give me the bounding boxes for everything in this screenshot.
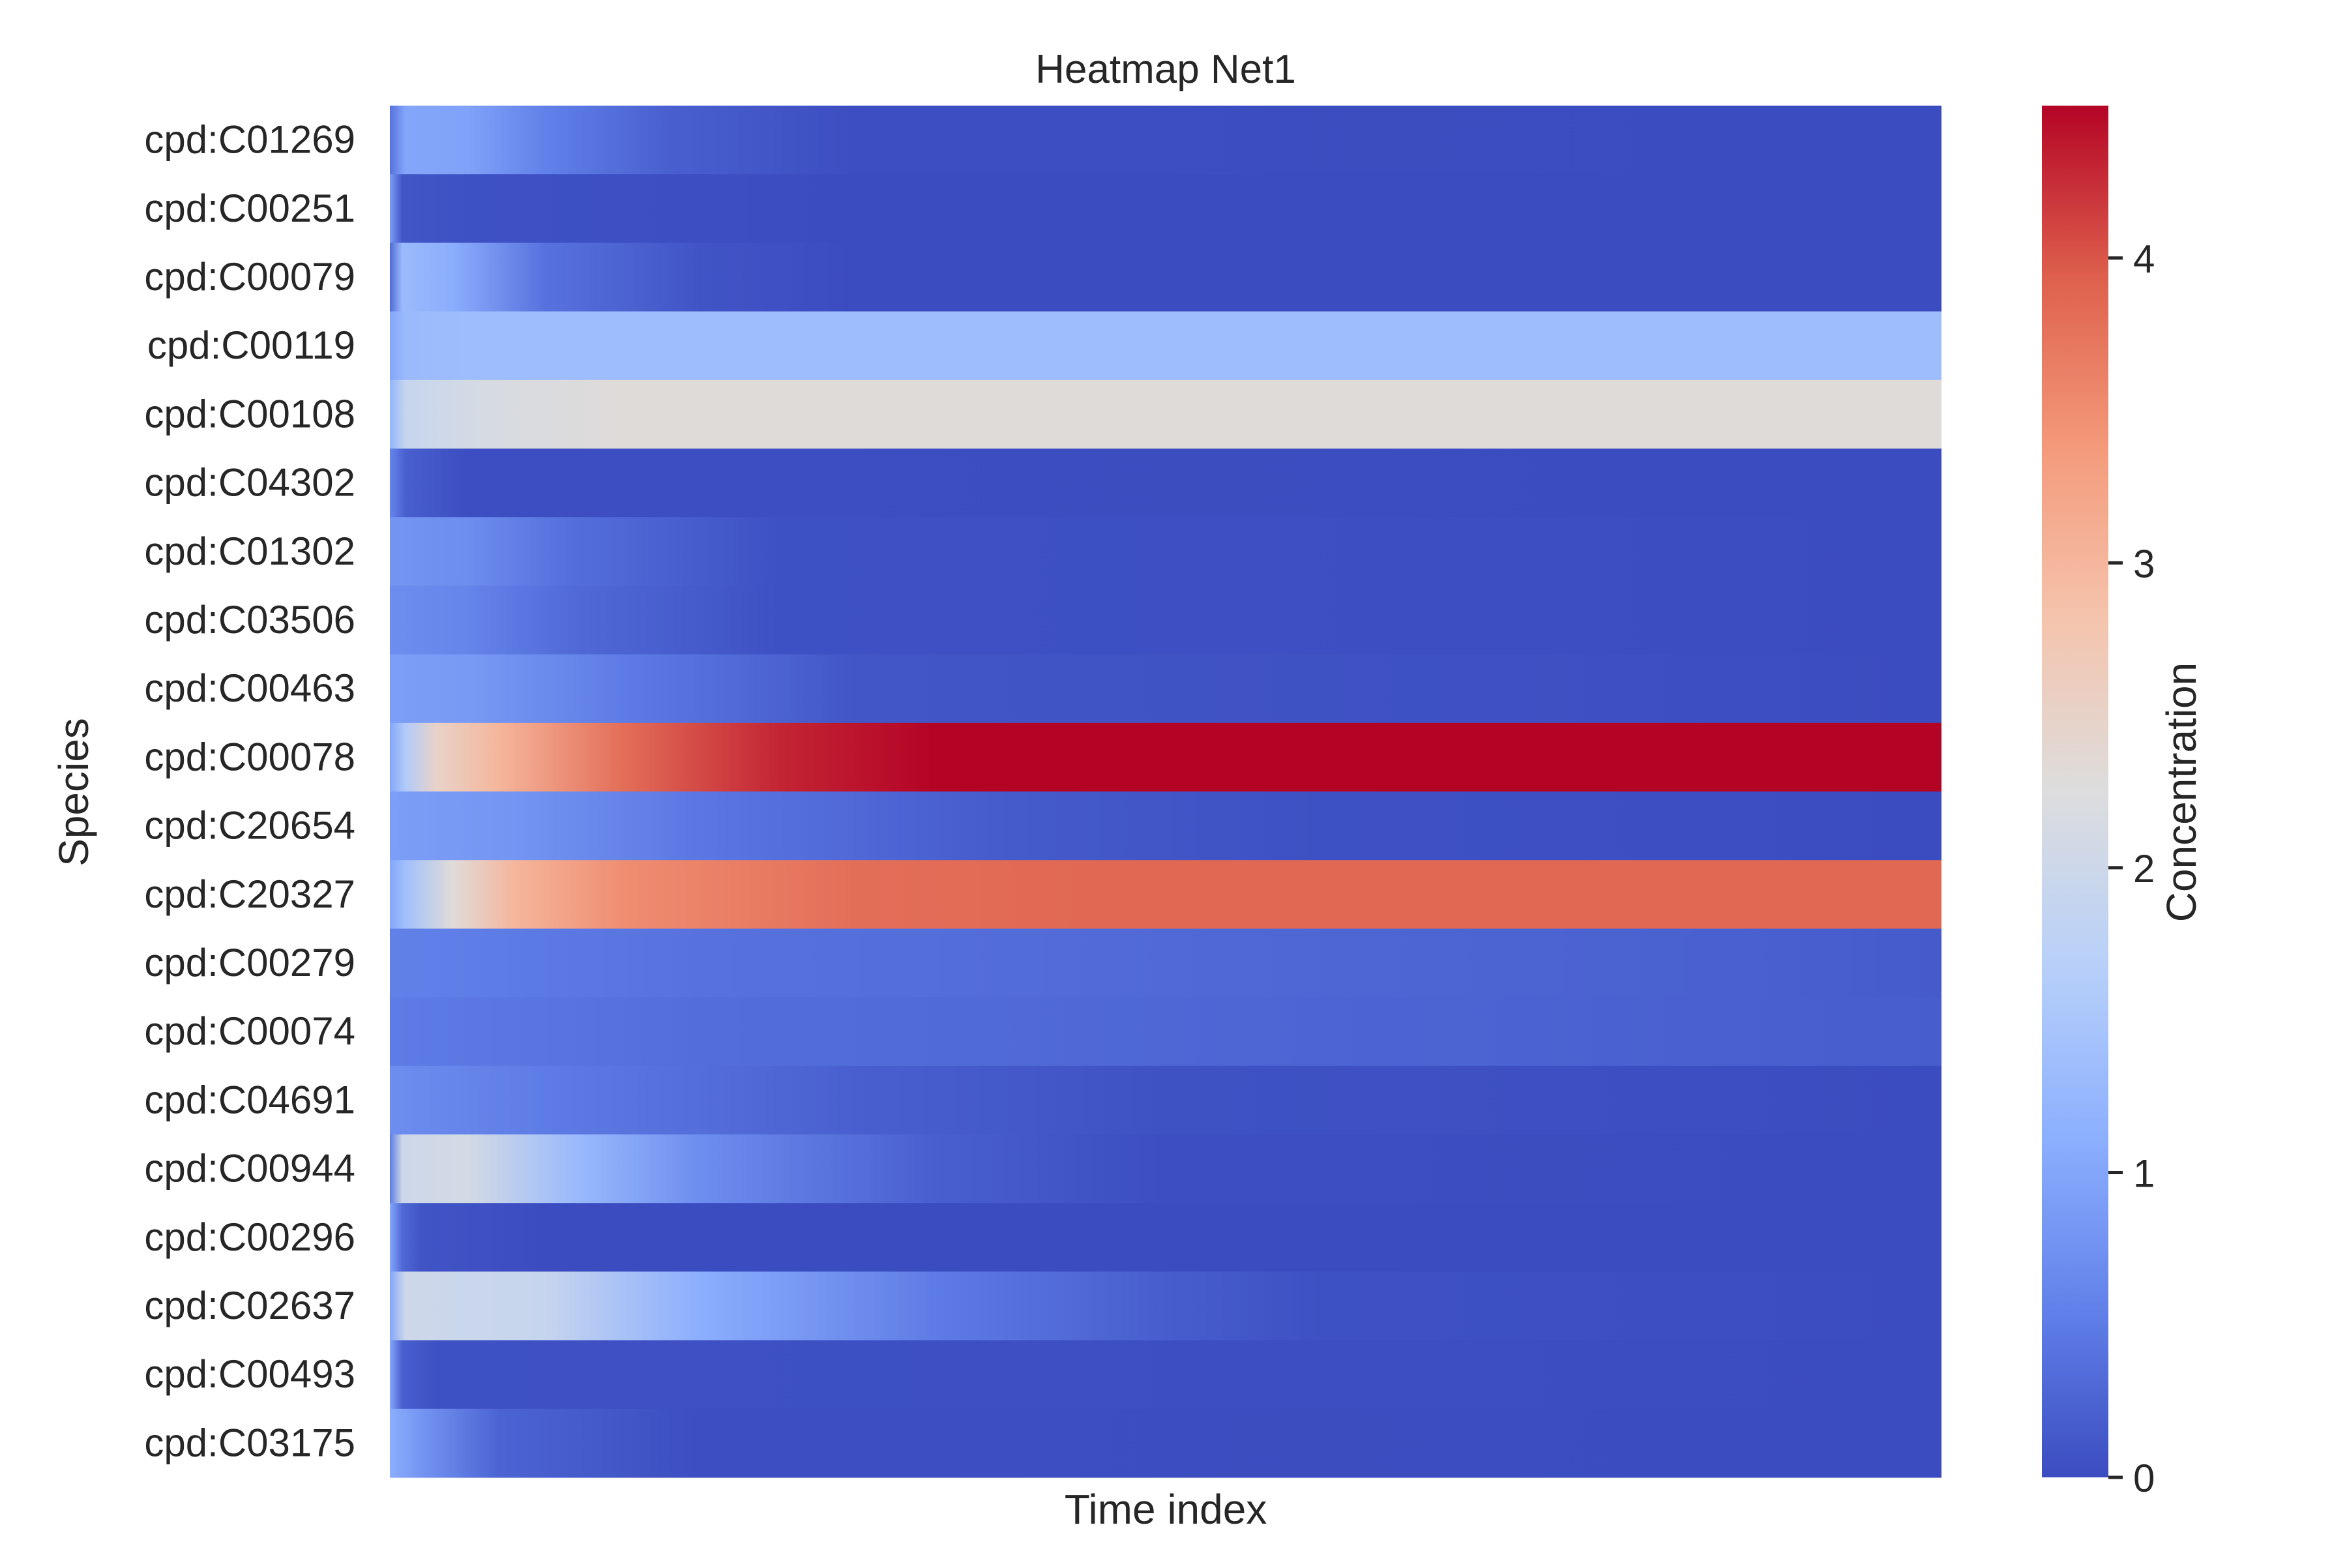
y-tick-label: cpd:C00074 bbox=[144, 1009, 355, 1053]
heatmap-row bbox=[390, 1271, 1941, 1341]
colorbar-tick-label: 2 bbox=[2133, 847, 2155, 891]
heatmap-row bbox=[390, 1065, 1941, 1135]
y-tick-label: cpd:C04691 bbox=[144, 1078, 355, 1121]
colorbar: 0 1 2 3 4 bbox=[2042, 106, 2155, 1500]
y-tick-label: cpd:C01269 bbox=[144, 118, 355, 162]
heatmap-row bbox=[390, 1408, 1941, 1478]
y-tick-label: cpd:C00079 bbox=[144, 255, 355, 299]
heatmap-row bbox=[390, 517, 1941, 586]
chart-title: Heatmap Net1 bbox=[1035, 47, 1296, 92]
heatmap-row bbox=[390, 928, 1941, 998]
y-tick-label: cpd:C01302 bbox=[144, 529, 355, 573]
heatmap-rows bbox=[390, 106, 1941, 1478]
heatmap-row bbox=[390, 1203, 1941, 1272]
colorbar-tick-label: 0 bbox=[2133, 1457, 2155, 1500]
y-tick-label: cpd:C02637 bbox=[144, 1284, 355, 1327]
y-tick-label: cpd:C20327 bbox=[144, 872, 355, 916]
y-tick-label: cpd:C00493 bbox=[144, 1352, 355, 1396]
heatmap-row bbox=[390, 791, 1941, 861]
y-tick-label: cpd:C00944 bbox=[144, 1147, 355, 1191]
heatmap-row bbox=[390, 243, 1941, 312]
heatmap-row bbox=[390, 379, 1941, 449]
y-tick-label: cpd:C00279 bbox=[144, 941, 355, 984]
y-tick-labels: cpd:C01269 cpd:C00251 cpd:C00079 cpd:C00119… bbox=[144, 118, 355, 1465]
heatmap-row bbox=[390, 722, 1941, 792]
heatmap-row bbox=[390, 311, 1941, 381]
y-tick-label: cpd:C03175 bbox=[144, 1421, 355, 1464]
heatmap-row bbox=[390, 106, 1941, 175]
heatmap-row bbox=[390, 449, 1941, 518]
y-tick-label: cpd:C00119 bbox=[147, 323, 355, 367]
colorbar-tick-label: 1 bbox=[2133, 1151, 2155, 1195]
x-axis-label: Time index bbox=[1065, 1486, 1267, 1533]
colorbar-tick-label: 3 bbox=[2133, 542, 2155, 585]
heatmap-row bbox=[390, 174, 1941, 243]
colorbar-gradient bbox=[2042, 106, 2108, 1477]
heatmap-row bbox=[390, 585, 1941, 655]
heatmap-row bbox=[390, 1134, 1941, 1204]
y-tick-label: cpd:C00251 bbox=[144, 186, 355, 230]
heatmap-row bbox=[390, 654, 1941, 724]
y-tick-label: cpd:C03506 bbox=[144, 598, 355, 642]
y-axis-label: Species bbox=[50, 718, 97, 866]
colorbar-label: Concentration bbox=[2158, 662, 2205, 922]
colorbar-tick-label: 4 bbox=[2133, 237, 2155, 281]
heatmap-row bbox=[390, 997, 1941, 1067]
y-tick-label: cpd:C04302 bbox=[144, 461, 355, 505]
y-tick-label: cpd:C00463 bbox=[144, 666, 355, 710]
heatmap-row bbox=[390, 860, 1941, 929]
y-tick-label: cpd:C20654 bbox=[144, 804, 355, 848]
y-tick-label: cpd:C00296 bbox=[144, 1215, 355, 1259]
heatmap-row bbox=[390, 1340, 1941, 1410]
y-tick-label: cpd:C00078 bbox=[144, 735, 355, 778]
y-tick-label: cpd:C00108 bbox=[144, 392, 355, 436]
